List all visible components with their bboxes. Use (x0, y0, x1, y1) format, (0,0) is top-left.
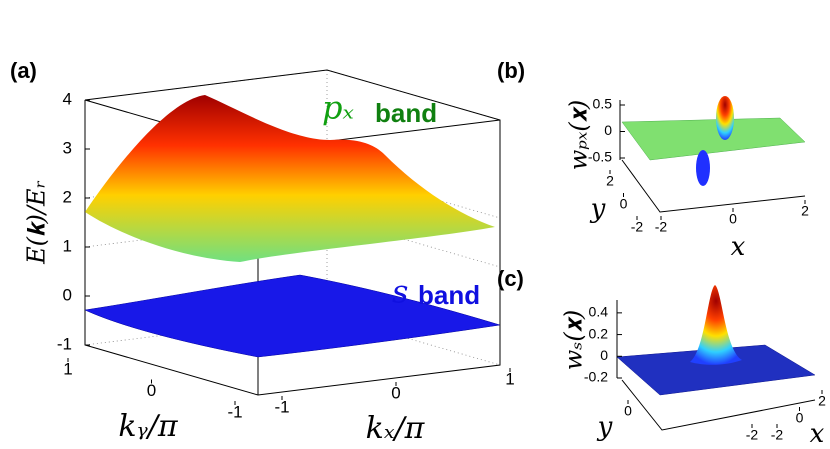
x-tick-label: 0 (391, 383, 400, 402)
x-tick-label: -2 (655, 219, 668, 235)
x-tick-label: 2 (818, 393, 826, 409)
z-tick-label: -0.5 (588, 149, 612, 165)
x-tick-label: 1 (505, 369, 514, 388)
x-tick-label: 2 (801, 203, 809, 219)
z-tick-label: 4 (63, 89, 72, 108)
annotation: s (392, 273, 408, 311)
x-axis-label: x (731, 232, 746, 262)
z-tick-label: 0.5 (593, 96, 613, 112)
x-tick-label: -2 (771, 427, 784, 443)
x-tick-label: 0 (729, 211, 737, 227)
z-tick-label: 0 (600, 347, 608, 363)
z-tick-label: 0 (63, 285, 72, 304)
axis-b (619, 100, 806, 213)
y-axis-label: y (590, 194, 606, 224)
x-axis-label: x (810, 419, 825, 449)
y-axis-label: y (597, 412, 613, 442)
panel-label: (a) (10, 58, 37, 83)
x-tick-label: -1 (274, 397, 289, 416)
panel-label: (c) (497, 266, 524, 291)
ws-peak (690, 285, 742, 365)
y-tick-label: -1 (227, 402, 242, 421)
y-tick-label: 1 (63, 359, 72, 378)
z-tick-label: 2 (63, 187, 72, 206)
z-tick-label: 0.4 (589, 304, 609, 320)
y-axis-label: kᵧ/π (118, 409, 179, 444)
y-tick-label: 2 (606, 173, 614, 189)
z-tick-label: -1 (57, 334, 72, 353)
y-tick-label: 0 (624, 403, 632, 419)
annotation: band (375, 98, 437, 128)
z-tick-label: 0 (604, 122, 612, 138)
z-axis-label: wₚₓ(𝐱) (565, 100, 593, 171)
x-axis-label: kₓ/π (366, 411, 426, 446)
y-tick-label: 0 (147, 381, 156, 400)
panel-label: (b) (497, 58, 525, 83)
wp-peak (716, 96, 734, 140)
z-tick-label: 3 (63, 138, 72, 157)
p-band-surface (85, 95, 495, 262)
z-axis-label: wₛ(𝐱) (560, 310, 588, 371)
z-tick-label: 0.2 (589, 325, 609, 341)
annotation: pₓ (322, 89, 354, 127)
wp-surface (621, 117, 806, 161)
z-tick-label: 1 (63, 236, 72, 255)
y-tick-label: -2 (631, 219, 644, 235)
y-tick-label: -2 (746, 427, 759, 443)
x-tick-label: 0 (796, 410, 804, 426)
y-tick-label: 0 (620, 196, 628, 212)
annotation: band (418, 280, 480, 310)
wp-dip (696, 150, 710, 186)
s-band-surface (84, 274, 501, 358)
z-axis-label: E(𝐤)/Eᵣ (23, 180, 51, 265)
z-tick-label: -0.2 (584, 369, 608, 385)
